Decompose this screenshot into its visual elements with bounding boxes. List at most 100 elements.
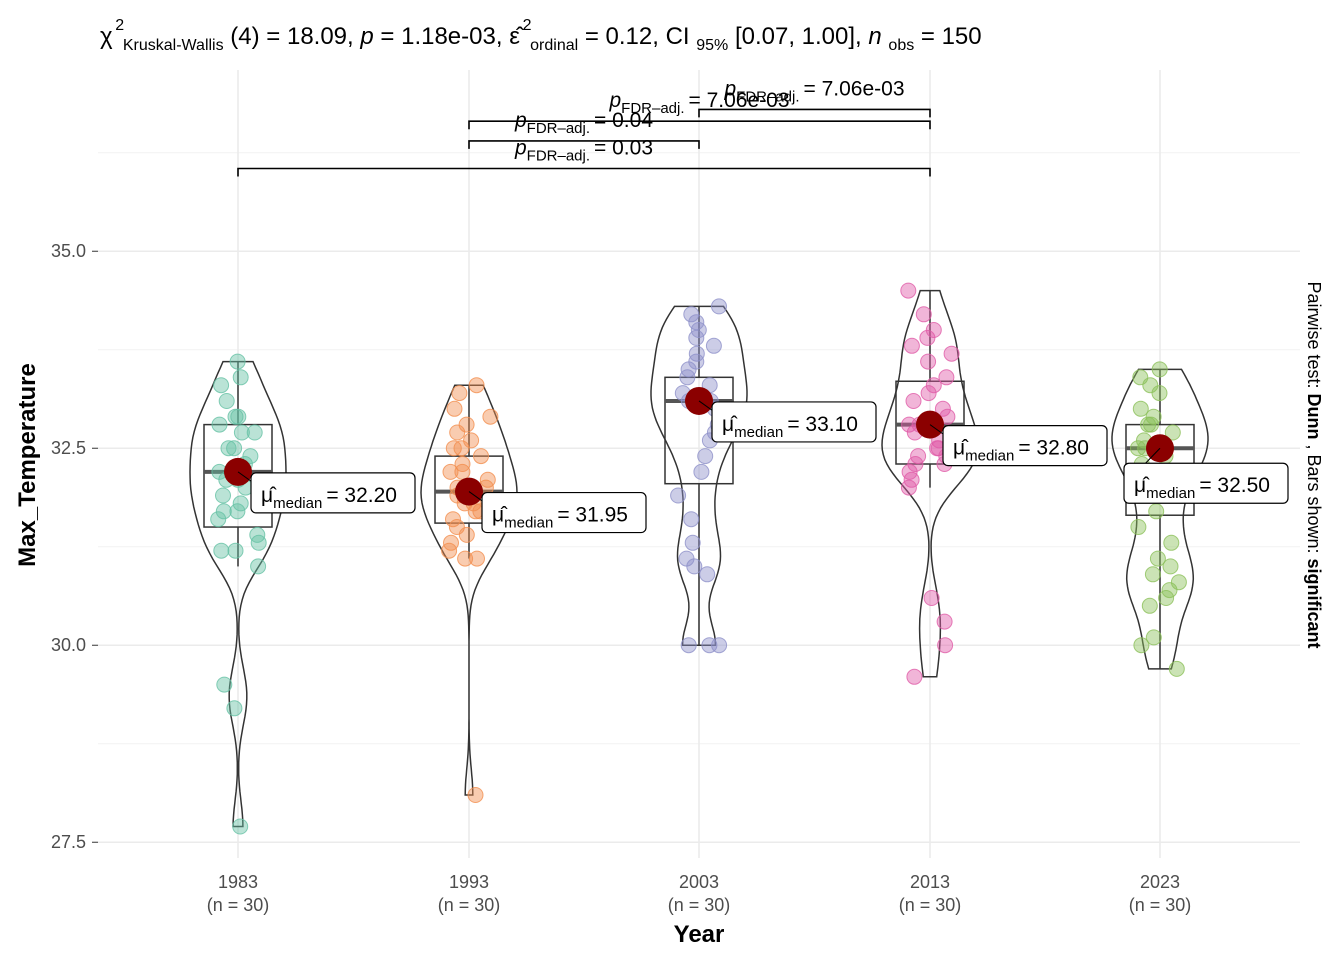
data-point xyxy=(920,385,937,402)
data-point xyxy=(906,668,923,685)
caption-prefix: Pairwise test: xyxy=(1304,281,1324,393)
y-axis-ticks: 27.5 30.0 32.5 35.0 xyxy=(51,241,98,852)
median-subscript: median xyxy=(965,448,1014,465)
data-point xyxy=(1164,424,1181,441)
data-point xyxy=(215,503,232,520)
median-label: μ̂median = 31.95 xyxy=(492,504,628,532)
chi-statistic: (4) = 18.09, xyxy=(230,23,353,50)
data-point xyxy=(1151,361,1168,378)
median-label: μ̂median = 32.80 xyxy=(953,437,1089,465)
data-point xyxy=(679,369,696,386)
data-point xyxy=(684,534,701,551)
y-tick-label: 32.5 xyxy=(51,438,86,458)
violin-2023 xyxy=(1111,368,1209,670)
x-tick-label: 1993 xyxy=(449,872,489,892)
data-point xyxy=(213,377,230,394)
data-point xyxy=(1149,550,1166,567)
data-point xyxy=(233,424,250,441)
data-point xyxy=(923,590,940,606)
y-tick-label: 35.0 xyxy=(51,241,86,261)
data-point xyxy=(683,511,700,528)
comparison-p-subscript: FDR–adj. xyxy=(736,88,799,105)
data-point xyxy=(229,503,246,520)
violins xyxy=(189,289,1209,828)
median-subscript: median xyxy=(1146,485,1195,502)
x-tick-label: 2023 xyxy=(1140,872,1180,892)
chi-superscript: 2 xyxy=(115,17,124,34)
data-point xyxy=(693,463,710,480)
comparison-bar xyxy=(237,167,931,177)
comparison-p-symbol: p xyxy=(514,109,527,132)
comparison-label: pFDR–adj. = 0.03 xyxy=(514,137,653,165)
n-symbol: n xyxy=(868,23,881,50)
pairwise-caption: Pairwise test: Dunn , Bars shown: signif… xyxy=(1304,281,1324,648)
data-point xyxy=(697,448,714,465)
data-point xyxy=(232,818,249,835)
comparison-p-value: = 7.06e-03 xyxy=(689,89,790,112)
comparison-p-subscript: FDR–adj. xyxy=(527,120,590,137)
ci-values: [0.07, 1.00], xyxy=(735,23,862,50)
data-point xyxy=(915,306,932,323)
chart-header: χ 2 Kruskal-Wallis (4) = 18.09, p = 1.18… xyxy=(100,9,982,56)
data-point xyxy=(1148,503,1165,520)
data-point xyxy=(1133,637,1150,654)
median-value: = 33.10 xyxy=(787,413,858,436)
data-point xyxy=(445,440,462,457)
median-value: = 32.50 xyxy=(1199,474,1270,497)
data-point xyxy=(445,511,461,528)
data-point xyxy=(900,479,917,496)
data-point xyxy=(229,353,246,370)
data-point xyxy=(943,345,960,362)
y-tick-label: 30.0 xyxy=(51,635,86,655)
data-point xyxy=(232,369,249,386)
chi-subscript: Kruskal-Wallis xyxy=(123,37,224,54)
data-point xyxy=(249,526,266,543)
median-label: μ̂median = 32.20 xyxy=(261,484,397,512)
y-axis-title: Max_Temperature xyxy=(14,363,41,567)
median-label-box xyxy=(481,491,647,534)
median-label-box xyxy=(1123,462,1289,504)
comparison-bar xyxy=(468,120,931,130)
median-symbol: μ̂ xyxy=(722,413,738,436)
data-point xyxy=(446,400,463,417)
median-value: = 32.20 xyxy=(326,484,397,507)
comparison-p-symbol: p xyxy=(723,77,736,100)
violin-1993 xyxy=(420,384,518,796)
median-subscript: median xyxy=(734,424,783,441)
comparison-p-value: = 7.06e-03 xyxy=(804,77,905,100)
median-label-box xyxy=(711,401,877,443)
data-point xyxy=(211,416,228,433)
median-subscript: median xyxy=(273,495,322,512)
epsilon-superscript: 2 xyxy=(523,17,532,34)
data-point xyxy=(1143,416,1159,433)
violin-2003 xyxy=(650,305,748,646)
data-point xyxy=(242,448,259,465)
data-point xyxy=(1130,519,1147,535)
data-point xyxy=(937,637,954,654)
caption-shown: significant xyxy=(1304,559,1324,649)
x-tick-count: (n = 30) xyxy=(899,895,962,915)
data-point xyxy=(1168,660,1185,677)
data-point xyxy=(218,393,235,409)
data-point xyxy=(482,408,499,425)
data-point xyxy=(220,440,237,457)
data-point xyxy=(686,558,703,575)
data-point xyxy=(1144,566,1161,583)
caption-test: Dunn xyxy=(1304,393,1324,439)
effect-size: = 0.12, CI xyxy=(585,23,690,50)
data-point xyxy=(467,503,484,520)
data-point xyxy=(1141,597,1158,614)
data-point xyxy=(213,542,230,559)
x-tick-count: (n = 30) xyxy=(668,895,731,915)
data-point xyxy=(688,329,705,346)
data-point xyxy=(479,471,496,488)
data-point xyxy=(442,463,459,480)
data-point xyxy=(226,700,243,717)
data-point xyxy=(936,613,953,630)
data-point xyxy=(215,487,231,504)
violin-2013 xyxy=(881,289,979,678)
data-point xyxy=(905,393,922,409)
x-axis-ticks: 1983 (n = 30) 1993 (n = 30) 2003 (n = 30) 2013… xyxy=(207,872,1192,915)
